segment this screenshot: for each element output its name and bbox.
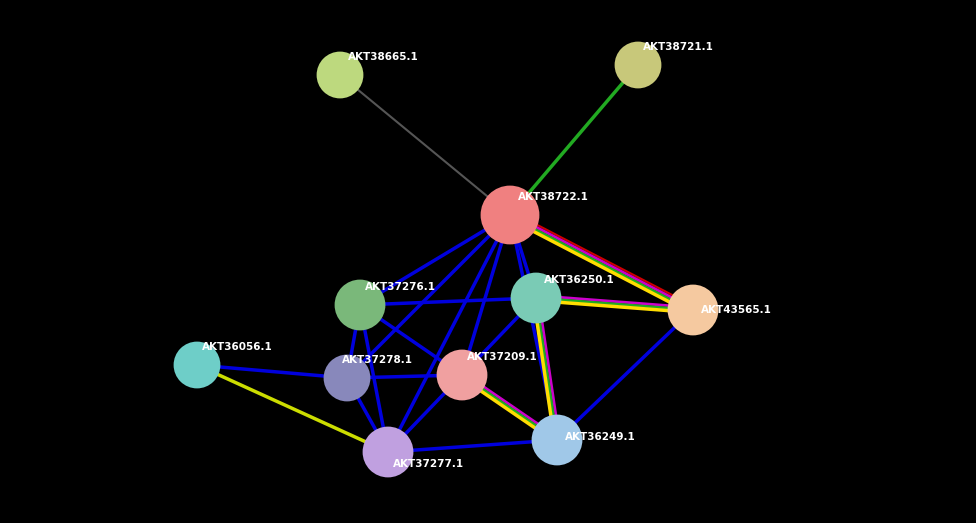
Text: AKT36250.1: AKT36250.1 [544,275,615,285]
Circle shape [175,343,219,387]
Text: AKT43565.1: AKT43565.1 [701,305,772,315]
Text: AKT37278.1: AKT37278.1 [342,355,413,365]
Circle shape [533,416,581,464]
Circle shape [325,356,369,400]
Text: AKT37276.1: AKT37276.1 [365,282,436,292]
Text: AKT38722.1: AKT38722.1 [518,192,589,202]
Text: AKT36056.1: AKT36056.1 [202,342,272,352]
Circle shape [512,274,560,322]
Text: AKT36249.1: AKT36249.1 [565,432,635,442]
Circle shape [616,43,660,87]
Circle shape [336,281,384,329]
Circle shape [438,351,486,399]
Circle shape [482,187,538,243]
Text: AKT37209.1: AKT37209.1 [467,352,538,362]
Circle shape [364,428,412,476]
Text: AKT38665.1: AKT38665.1 [348,52,419,62]
Text: AKT37277.1: AKT37277.1 [393,459,465,469]
Circle shape [669,286,717,334]
Text: AKT38721.1: AKT38721.1 [643,42,713,52]
Circle shape [318,53,362,97]
